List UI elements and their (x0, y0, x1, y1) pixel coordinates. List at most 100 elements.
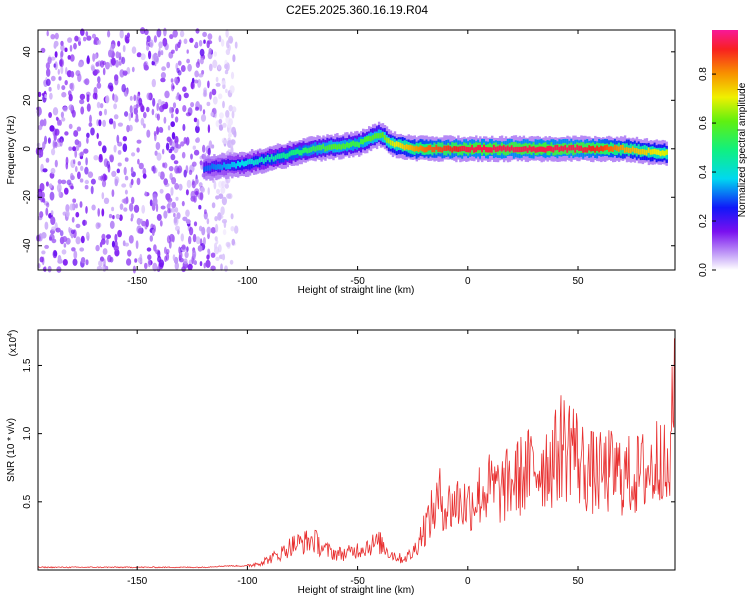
spectrogram-noise-cell (113, 245, 119, 252)
spectrogram-signal-cell (530, 146, 533, 153)
spectrogram-noise-cell (156, 126, 160, 135)
spectrogram-noise-cell (121, 56, 126, 65)
spectrogram-noise-cell (62, 106, 68, 112)
spectrogram-signal-cell (411, 145, 414, 151)
spectrogram-signal-cell (479, 144, 482, 151)
spectrogram-noise-cell (85, 259, 89, 266)
spectrogram-noise-cell (219, 112, 224, 119)
spectrogram-noise-cell (39, 256, 44, 263)
spectrogram-noise-cell (130, 166, 134, 174)
spectrogram-noise-cell (227, 193, 233, 200)
spectrogram-signal-cell (324, 146, 327, 152)
spectrogram-noise-cell (109, 220, 115, 229)
spectrogram-noise-cell (130, 178, 134, 186)
spectrogram-signal-cell (568, 145, 571, 151)
spectrogram-noise-cell (193, 117, 198, 123)
spectrogram-noise-cell (85, 206, 88, 214)
spectrogram-noise-cell (169, 106, 173, 114)
colorbar-ticks: 0.0 0.2 0.4 0.6 0.8 (698, 67, 716, 277)
spectrogram-noise-cell (171, 49, 175, 54)
spectrogram-signal-cell (431, 146, 434, 153)
spectrogram-noise-cell (123, 166, 127, 176)
spectrogram-signal-cell (489, 147, 492, 153)
spectrogram-x-tick-label: -150 (127, 276, 147, 287)
spectrogram-signal-cell (546, 146, 549, 152)
spectrogram-noise-cell (183, 137, 187, 144)
spectrogram-noise-cell (194, 41, 199, 48)
spectrogram-noise-cell (218, 93, 223, 100)
spectrogram-noise-cell (224, 265, 228, 273)
spectrogram-noise-cell (186, 58, 191, 64)
spectrogram-noise-cell (95, 61, 100, 67)
spectrogram-signal-cell (471, 144, 474, 151)
spectrogram-signal-cell (338, 143, 341, 150)
spectrogram-noise-cell (195, 28, 200, 34)
spectrogram-signal-cell (336, 144, 339, 150)
spectrogram-noise-cell (199, 160, 203, 166)
spectrogram-noise-cell (185, 219, 191, 225)
spectrogram-noise-cell (79, 178, 84, 183)
spectrogram-noise-cell (174, 165, 180, 174)
spectrogram-noise-cell (185, 112, 191, 117)
spectrogram-noise-cell (55, 116, 59, 121)
spectrogram-noise-cell (99, 241, 103, 248)
spectrogram-noise-cell (45, 181, 49, 187)
spectrogram-noise-cell (190, 190, 196, 199)
spectrogram-noise-cell (220, 206, 225, 216)
spectrogram-noise-cell (215, 76, 219, 83)
spectrogram-noise-cell (165, 142, 170, 151)
spectrogram-noise-cell (198, 204, 202, 210)
spectrogram-noise-cell (119, 214, 123, 221)
snr-scale-prefix: (x10 (8, 336, 19, 356)
snr-frame (37, 329, 676, 571)
spectrogram-noise-cell (195, 106, 199, 111)
spectrogram-signal-cell (522, 146, 526, 152)
spectrogram-noise-cell (175, 142, 179, 149)
spectrogram-noise-cell (112, 215, 115, 220)
spectrogram-noise-cell (94, 53, 98, 60)
spectrogram-noise-cell (73, 250, 78, 260)
spectrogram-noise-cell (57, 254, 62, 264)
spectrogram-noise-cell (207, 33, 213, 40)
spectrogram-signal-cell (496, 146, 500, 152)
spectrogram-noise-cell (137, 227, 143, 234)
spectrogram-noise-cell (77, 161, 82, 166)
spectrogram-noise-cell (67, 37, 73, 43)
spectrogram-signal-cell (342, 143, 345, 149)
snr-x-ticks: -150 -100 -50 0 50 (127, 330, 584, 587)
spectrogram-noise-cell (99, 103, 104, 109)
spectrogram-noise-cell (142, 173, 147, 179)
spectrogram-noise-cell (158, 171, 161, 177)
spectrogram-noise-cell (197, 245, 203, 252)
spectrogram-noise-cell (75, 70, 81, 77)
spectrogram-noise-cell (211, 88, 217, 96)
spectrogram-noise-cell (86, 103, 91, 112)
spectrogram-noise-cell (96, 266, 103, 271)
spectrogram-signal-cell (312, 145, 315, 151)
spectrogram-noise-cell (65, 204, 70, 213)
spectrogram-noise-cell (50, 75, 56, 82)
spectrogram-noise-cell (156, 28, 162, 38)
spectrogram-signal-cell (469, 147, 472, 153)
spectrogram-noise-cell (97, 40, 101, 45)
snr-x-axis-label: Height of straight line (km) (298, 585, 415, 596)
spectrogram-noise-cell (186, 179, 192, 189)
spectrogram-signal-cell (233, 162, 236, 168)
spectrogram-signal-cell (296, 148, 299, 154)
spectrogram-noise-cell (71, 216, 75, 223)
snr-scale-label: (x104) (7, 330, 19, 357)
spectrogram-noise-cell (98, 119, 102, 127)
spectrogram-signal-cell (459, 146, 462, 152)
spectrogram-noise-cell (103, 174, 108, 181)
spectrogram-noise-cell (202, 144, 206, 153)
spectrogram-noise-cell (61, 249, 67, 255)
snr-series-line (37, 338, 675, 569)
spectrogram-noise-cell (228, 104, 233, 112)
spectrogram-noise-cell (73, 42, 77, 50)
spectrogram-noise-cell (98, 260, 103, 267)
spectrogram-noise-cell (229, 259, 234, 265)
spectrogram-noise-cell (64, 47, 68, 53)
spectrogram-noise-cell (151, 53, 158, 62)
colorbar-gradient (712, 30, 738, 270)
spectrogram-noise-cell (111, 170, 117, 177)
